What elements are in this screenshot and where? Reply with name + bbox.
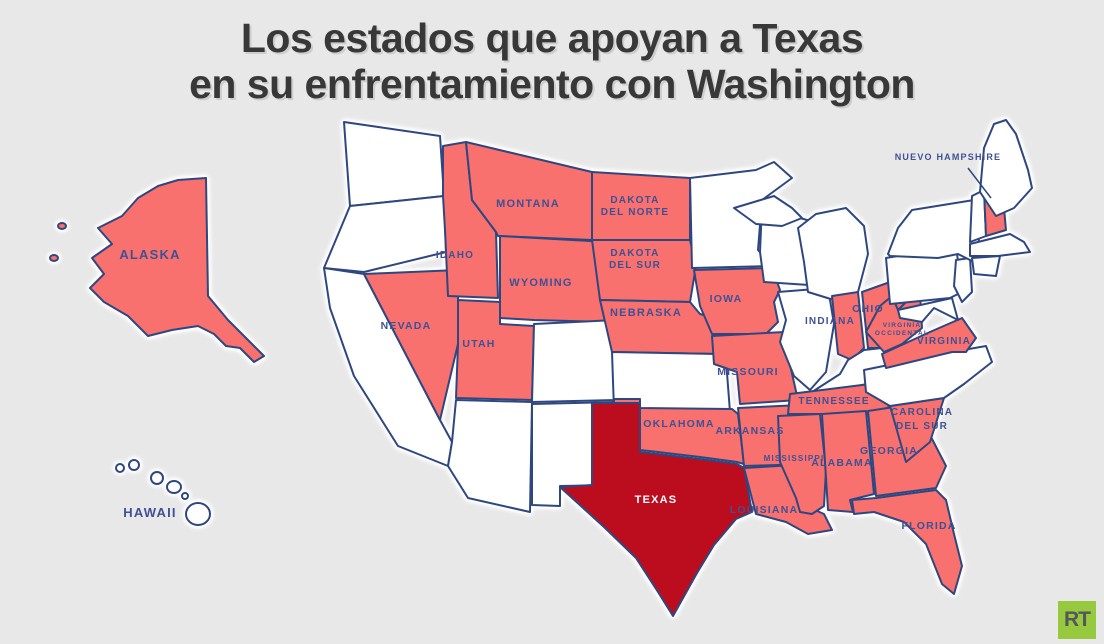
state-florida bbox=[851, 489, 963, 595]
state-label-indiana: INDIANA bbox=[805, 316, 855, 327]
state-label-dakota-del-sur: DAKOTA DEL SUR bbox=[609, 248, 661, 271]
state-michigan-up bbox=[733, 195, 803, 227]
state-label-carolina-del-sur: CAROLINA DEL SUR bbox=[891, 407, 953, 432]
state-texas bbox=[559, 402, 753, 617]
state-dakota-del-norte bbox=[591, 171, 691, 241]
state-label-alabama: ALABAMA bbox=[811, 457, 872, 469]
state-arizona bbox=[447, 399, 533, 513]
state-label-texas: TEXAS bbox=[635, 494, 678, 506]
nuevo-hampshire-leader-line bbox=[967, 167, 992, 199]
state-massachusetts bbox=[969, 233, 1031, 257]
state-labels-layer: ALASKA HAWAII NEVADA IDAHO MONTANA WYOMING UTA… bbox=[119, 152, 1002, 532]
state-label-louisiana: LOUISIANA bbox=[730, 504, 799, 516]
state-connecticut-rhode-island bbox=[971, 255, 1001, 277]
state-label-virginia: VIRGINIA bbox=[917, 336, 971, 347]
state-label-idaho: IDAHO bbox=[436, 250, 474, 261]
state-dakota-del-sur bbox=[591, 239, 697, 303]
state-label-florida: FLORIDA bbox=[901, 520, 956, 532]
state-label-nevada: NEVADA bbox=[381, 320, 432, 332]
state-label-montana: MONTANA bbox=[496, 198, 560, 210]
rt-logo-text: RT bbox=[1064, 608, 1091, 631]
state-label-utah: UTAH bbox=[462, 338, 495, 350]
state-maine bbox=[979, 119, 1033, 217]
state-colorado bbox=[531, 319, 617, 403]
state-michigan bbox=[797, 207, 869, 301]
state-mississippi bbox=[777, 413, 827, 515]
state-label-virginia-occidental: VIRGINIA OCCIDENTAL bbox=[875, 322, 929, 337]
state-label-oklahoma: OKLAHOMA bbox=[643, 418, 714, 430]
state-label-arkansas: ARKANSAS bbox=[715, 425, 784, 437]
title-line-2: en su enfrentamiento con Washington bbox=[189, 60, 915, 107]
state-label-hawaii: HAWAII bbox=[123, 505, 176, 520]
state-alaska bbox=[49, 177, 265, 363]
state-label-ohio: OHIO bbox=[852, 303, 884, 315]
state-label-mississippi: MISSISSIPPI bbox=[764, 454, 825, 463]
state-washington bbox=[343, 121, 445, 207]
state-label-iowa: IOWA bbox=[710, 293, 743, 305]
state-hawaii bbox=[115, 459, 211, 526]
state-illinois bbox=[777, 287, 835, 391]
state-label-nebraska: NEBRASKA bbox=[610, 307, 682, 319]
page-title: Los estados que apoyan a Texas en su enf… bbox=[0, 15, 1104, 108]
state-oregon bbox=[323, 195, 447, 273]
state-label-missouri: MISSOURI bbox=[717, 366, 779, 378]
state-virginia bbox=[881, 317, 977, 369]
states-layer bbox=[49, 119, 1033, 617]
state-label-alaska: ALASKA bbox=[119, 247, 180, 262]
state-label-dakota-del-norte: DAKOTA DEL NORTE bbox=[601, 195, 669, 218]
state-label-wyoming: WYOMING bbox=[509, 277, 572, 289]
rt-logo: RT bbox=[1058, 601, 1096, 639]
state-alabama bbox=[821, 410, 875, 513]
title-line-1: Los estados que apoyan a Texas bbox=[240, 15, 864, 61]
state-label-nuevo-hampshire: NUEVO HAMPSHIRE bbox=[895, 152, 1002, 162]
state-label-georgia: GEORGIA bbox=[860, 445, 918, 457]
state-label-tennessee: TENNESSEE bbox=[798, 396, 869, 407]
